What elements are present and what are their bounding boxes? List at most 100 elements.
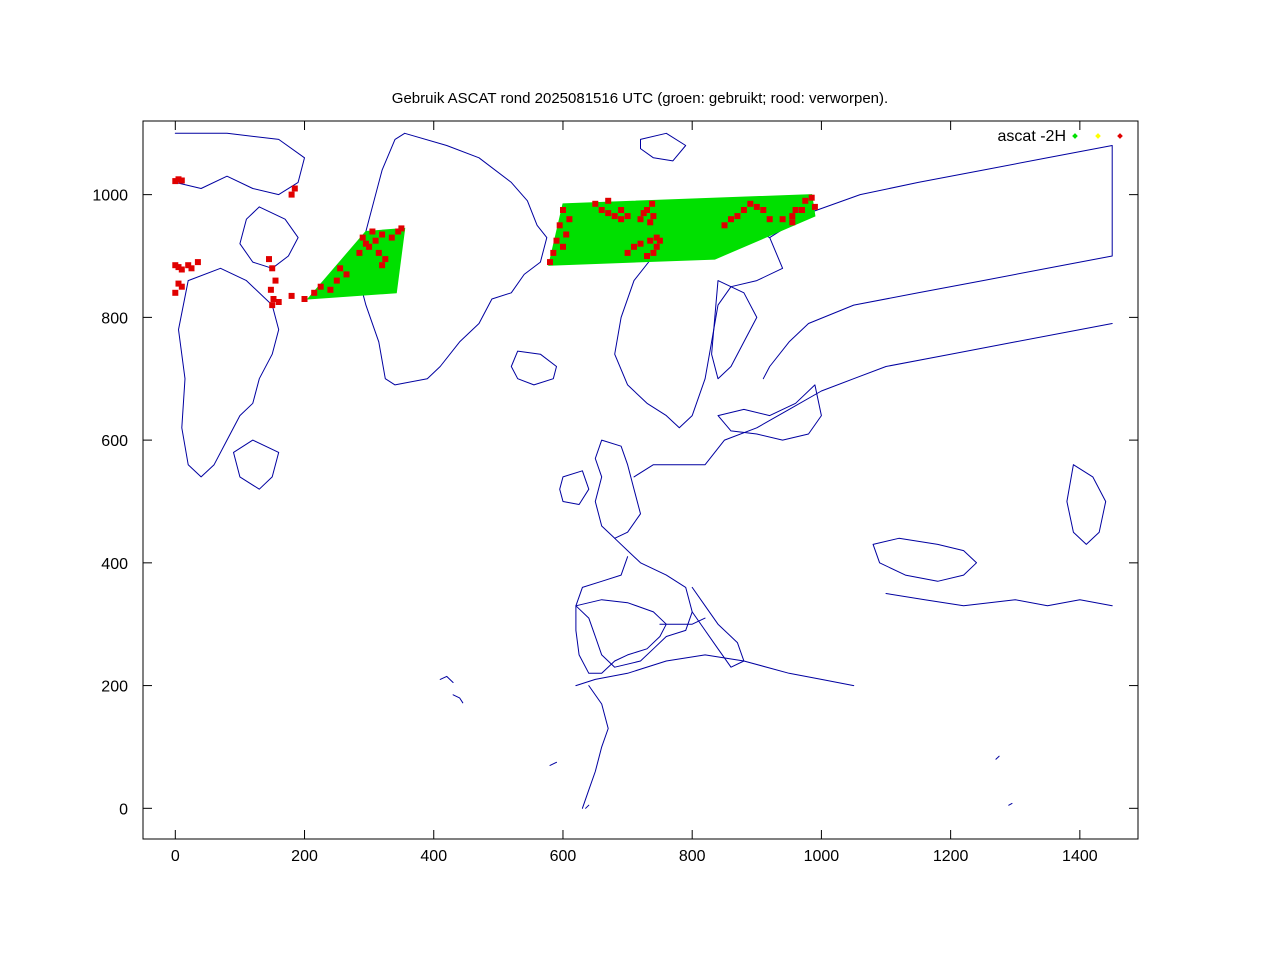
legend: ascat -2H <box>998 128 1123 145</box>
rejected-point <box>656 237 663 244</box>
rejected-point <box>398 225 405 232</box>
coastline-layer <box>174 132 1113 809</box>
rejected-point <box>802 197 809 204</box>
rejected-point <box>650 249 657 256</box>
coastline <box>439 675 454 683</box>
rejected-point <box>178 283 185 290</box>
rejected-point <box>653 243 660 250</box>
rejected-point <box>618 207 625 213</box>
coastline <box>575 537 693 668</box>
rejected-point <box>653 234 660 241</box>
rejected-point <box>624 249 631 256</box>
x-axis: 0 200 400 600 800 1000 1200 1400 <box>171 121 1098 865</box>
legend-marker-rejected <box>1117 133 1123 139</box>
x-tick-label: 0 <box>171 848 180 865</box>
rejected-point <box>301 296 308 302</box>
rejected-point <box>560 207 566 213</box>
coastline <box>762 145 1113 380</box>
rejected-point <box>618 216 625 223</box>
coastline <box>717 384 822 441</box>
rejected-point <box>760 207 767 213</box>
rejected-point <box>327 286 334 293</box>
rejected-point <box>563 231 570 238</box>
coastline <box>233 439 280 490</box>
rejected-point <box>175 280 182 287</box>
rejected-point <box>811 203 818 210</box>
rejected-point <box>808 194 815 201</box>
rejected-point <box>789 219 796 226</box>
rejected-point <box>637 240 644 247</box>
rejected-point <box>291 185 298 192</box>
rejected-point <box>288 292 295 299</box>
swath-layer <box>306 194 816 300</box>
coastline <box>452 694 464 704</box>
coastline <box>575 654 855 687</box>
rejected-point <box>734 213 741 220</box>
y-tick-label: 0 <box>119 801 128 818</box>
coastline <box>178 267 280 478</box>
coastline <box>1066 464 1107 545</box>
rejected-point <box>269 265 276 272</box>
y-tick-label: 800 <box>101 310 128 327</box>
coastline <box>640 132 687 162</box>
rejected-point <box>317 283 324 290</box>
legend-marker-yellow <box>1095 133 1101 139</box>
rejected-point <box>566 216 573 223</box>
rejected-point <box>605 210 612 217</box>
rejected-point <box>747 200 754 207</box>
coastline <box>711 280 758 380</box>
points-layer <box>172 176 818 309</box>
rejected-point <box>644 207 650 213</box>
rejected-point <box>592 200 599 207</box>
y-tick-label: 400 <box>101 556 128 573</box>
rejected-point <box>267 286 274 293</box>
rejected-point <box>647 237 654 244</box>
rejected-point <box>194 259 201 266</box>
y-tick-label: 1000 <box>92 188 128 205</box>
rejected-point <box>337 265 344 272</box>
legend-label: ascat -2H <box>998 128 1066 145</box>
rejected-point <box>547 259 553 266</box>
rejected-point <box>343 271 350 278</box>
rejected-point <box>624 213 631 220</box>
rejected-point <box>792 207 799 213</box>
rejected-point <box>766 216 773 223</box>
rejected-point <box>631 243 637 250</box>
rejected-point <box>175 176 182 183</box>
rejected-point <box>550 249 557 256</box>
rejected-point <box>553 237 560 244</box>
rejected-point <box>647 219 654 226</box>
rejected-point <box>275 299 282 305</box>
coastline <box>549 761 557 766</box>
legend-marker-used <box>1072 133 1078 139</box>
coastline <box>559 470 590 505</box>
rejected-point <box>359 234 366 241</box>
rejected-point <box>362 240 369 247</box>
rejected-point <box>382 256 389 263</box>
rejected-point <box>556 222 563 229</box>
rejected-point <box>288 191 295 198</box>
x-tick-label: 800 <box>679 848 706 865</box>
rejected-point <box>650 213 657 220</box>
x-tick-label: 400 <box>420 848 447 865</box>
rejected-point <box>178 266 185 273</box>
rejected-point <box>779 216 786 223</box>
rejected-point <box>388 234 395 241</box>
coastline <box>585 804 590 809</box>
coastline <box>594 439 641 539</box>
x-tick-label: 600 <box>550 848 577 865</box>
rejected-point <box>172 178 179 185</box>
coastline <box>510 350 557 386</box>
chart-title: Gebruik ASCAT rond 2025081516 UTC (groen… <box>392 90 888 107</box>
x-tick-label: 1400 <box>1062 848 1098 865</box>
rejected-point <box>605 197 612 204</box>
rejected-point <box>721 222 728 229</box>
x-tick-label: 1000 <box>804 848 840 865</box>
rejected-point <box>799 207 805 213</box>
rejected-point <box>172 289 179 296</box>
rejected-point <box>311 289 318 296</box>
rejected-point <box>272 277 279 284</box>
rejected-point <box>560 243 566 250</box>
rejected-point <box>789 213 796 220</box>
